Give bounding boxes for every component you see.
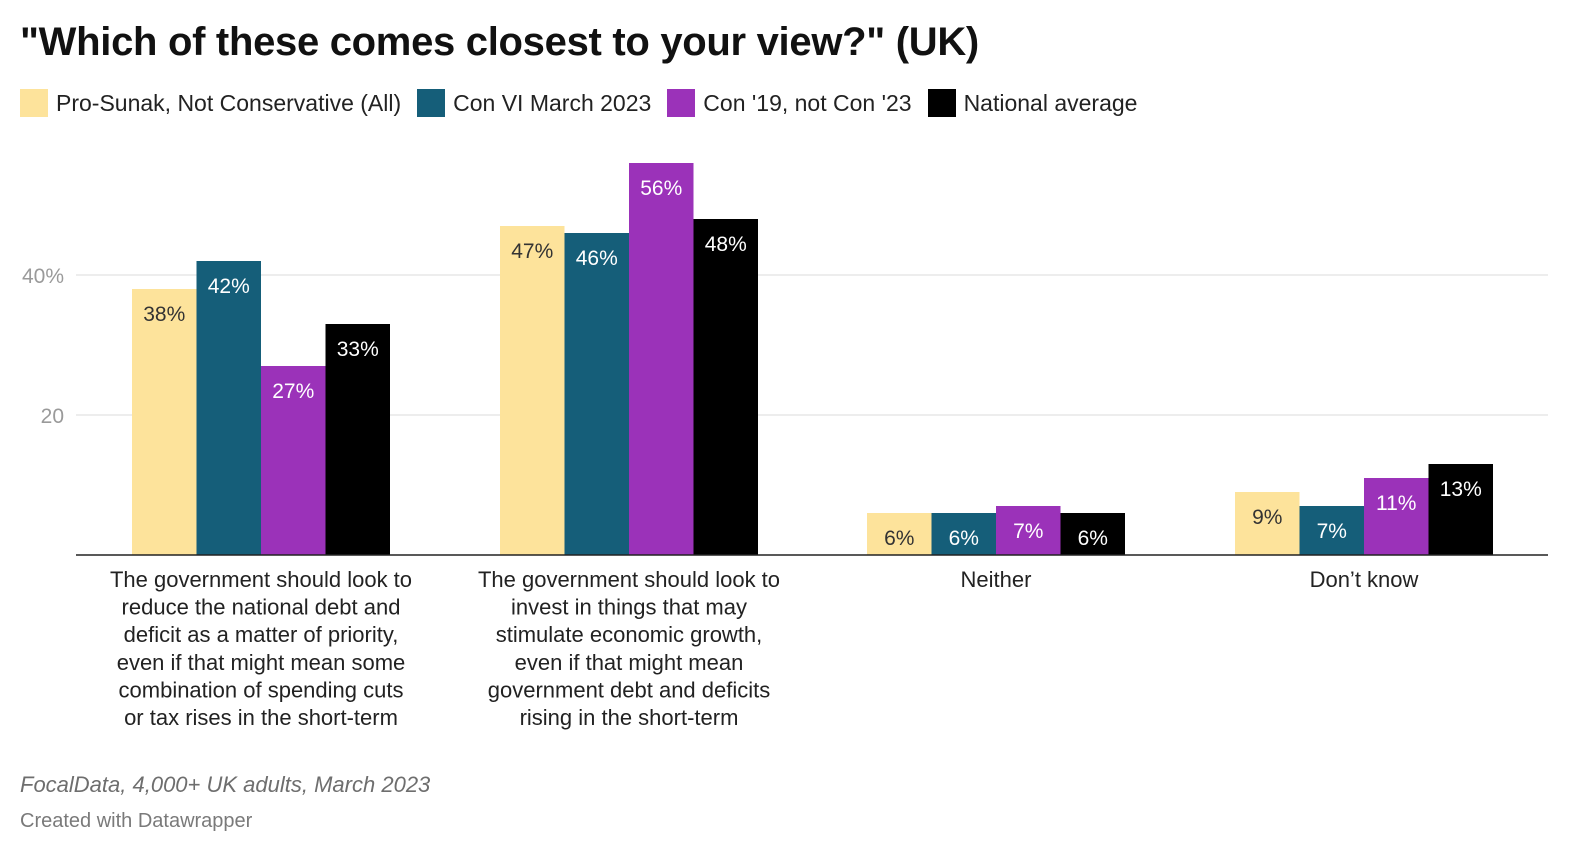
x-category-label: The government should look to invest in t… [478,567,780,730]
x-category-label: Neither [961,567,1032,592]
legend: Pro-Sunak, Not Conservative (All) Con VI… [20,89,1137,117]
legend-swatch-con-vi [417,89,446,117]
y-tick-label: 20 [41,405,64,428]
bar [500,226,565,555]
bar-value-label: 48% [705,233,747,256]
legend-swatch-pro-sunak [20,89,48,117]
legend-label-pro-sunak: Pro-Sunak, Not Conservative (All) [56,89,402,116]
bar [867,513,932,555]
bar [564,233,629,555]
bar [931,513,996,555]
bar [693,219,758,555]
bar [629,163,694,555]
x-category-label: Don’t know [1310,567,1419,592]
bar-value-label: 11% [1376,492,1416,515]
bar-value-label: 42% [208,275,250,298]
bar-value-label: 6% [1078,527,1108,550]
bar [1364,478,1429,555]
bar [1299,506,1364,555]
chart-title: "Which of these comes closest to your vi… [20,20,979,64]
x-category-label-line: combination of spending cuts [119,677,404,702]
legend-label-con-vi: Con VI March 2023 [453,89,652,116]
x-category-label-line: deficit as a matter of priority, [124,622,399,647]
x-category-label-line: invest in things that may [511,595,747,620]
x-category-label-line: The government should look to [110,567,412,592]
bar-value-label: 9% [1252,506,1282,529]
x-category-label-line: Don’t know [1310,567,1419,592]
x-category-label-line: reduce the national debt and [122,595,401,620]
bar-value-label: 13% [1440,478,1482,501]
bar-value-label: 47% [511,240,553,263]
bar-value-label: 56% [640,177,682,200]
bar [261,366,326,555]
bar [996,506,1061,555]
x-category-label-line: rising in the short-term [520,705,739,730]
bar-value-label: 27% [272,380,314,403]
legend-item-con-vi: Con VI March 2023 [417,89,651,117]
legend-label-national-average: National average [963,89,1138,116]
x-category-label-line: even if that might mean [515,650,744,675]
bar-value-label: 7% [1013,520,1043,543]
bar [1235,492,1300,555]
x-category-label-line: even if that might mean some [117,650,406,675]
x-category-label-line: stimulate economic growth, [496,622,763,647]
bar-value-label: 38% [143,303,185,326]
legend-item-national-average: National average [927,89,1138,117]
credit-note: Created with Datawrapper [20,810,253,832]
legend-swatch-national-average [927,89,956,117]
x-category-label-line: The government should look to [478,567,780,592]
bar [132,289,197,555]
x-category-label-line: or tax rises in the short-term [124,705,398,730]
bar-value-label: 7% [1317,520,1347,543]
bar-value-label: 33% [337,338,379,361]
bar-value-label: 46% [576,247,618,270]
x-category-label: The government should look to reduce the … [110,567,412,730]
legend-swatch-con-19 [667,89,696,117]
x-category-label-line: Neither [961,567,1032,592]
bar [196,261,261,555]
bar [1060,513,1125,555]
bar [325,324,390,555]
legend-label-con-19: Con '19, not Con '23 [703,89,912,116]
legend-item-pro-sunak: Pro-Sunak, Not Conservative (All) [20,89,401,117]
legend-item-con-19: Con '19, not Con '23 [667,89,912,117]
source-note: FocalData, 4,000+ UK adults, March 2023 [20,772,431,797]
bar-value-label: 6% [949,527,979,550]
x-category-label-line: government debt and deficits [488,677,771,702]
bar [1428,464,1493,555]
y-tick-label: 40% [22,265,64,288]
bar-value-label: 6% [884,527,914,550]
